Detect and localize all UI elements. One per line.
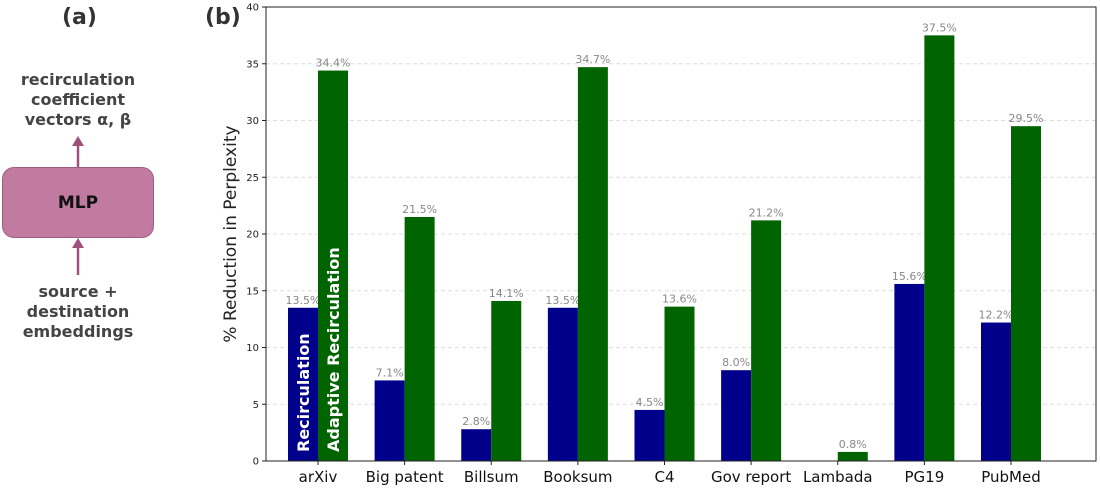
- data-label: 13.5%: [286, 294, 321, 307]
- x-tick-label: Lambada: [803, 468, 873, 486]
- y-tick-label: 35: [246, 59, 259, 70]
- panel-a-label: (a): [62, 5, 97, 30]
- data-label: 4.5%: [636, 396, 664, 409]
- bar-recirculation: [721, 370, 752, 461]
- bar-adaptive-recirculation: [318, 70, 348, 461]
- bar-recirculation: [547, 307, 578, 461]
- input-description: source + destination embeddings: [0, 282, 156, 342]
- x-tick-label: Booksum: [543, 468, 612, 486]
- data-label: 13.5%: [545, 294, 580, 307]
- bar-recirculation: [894, 283, 925, 461]
- legend-adaptive-recirculation: Adaptive Recirculation: [324, 247, 343, 452]
- y-tick-label: 0: [253, 457, 259, 468]
- data-label: 7.1%: [376, 366, 404, 379]
- output-line-3: vectors α, β: [24, 110, 132, 129]
- y-tick-label: 15: [246, 286, 259, 297]
- data-label: 15.6%: [892, 270, 927, 283]
- data-label: 34.4%: [316, 57, 351, 70]
- mlp-box: MLP: [2, 167, 154, 238]
- x-tick-label: Gov report: [711, 468, 791, 486]
- up-arrow-icon: [72, 136, 84, 167]
- bar-adaptive-recirculation: [924, 35, 955, 461]
- data-label: 12.2%: [979, 309, 1014, 322]
- panel-b-label: (b): [205, 5, 241, 30]
- x-tick-label: Big patent: [366, 468, 444, 486]
- data-label: 21.5%: [402, 203, 437, 216]
- mlp-label: MLP: [57, 192, 99, 213]
- input-line-1: source +: [38, 282, 118, 301]
- x-tick-label: C4: [654, 468, 674, 486]
- bar-adaptive-recirculation: [837, 451, 868, 461]
- bar-adaptive-recirculation: [1011, 126, 1041, 462]
- y-tick-label: 10: [246, 343, 259, 354]
- y-tick-label: 5: [253, 400, 259, 411]
- data-label: 14.1%: [489, 287, 524, 300]
- bar-adaptive-recirculation: [491, 300, 522, 461]
- output-line-1: recirculation: [20, 70, 136, 89]
- data-label: 37.5%: [922, 21, 957, 34]
- data-label: 21.2%: [749, 206, 784, 219]
- y-tick-label: 40: [246, 3, 259, 14]
- output-line-2: coefficient: [30, 90, 126, 109]
- data-label: 34.7%: [575, 53, 610, 66]
- x-tick-label: Billsum: [464, 468, 519, 486]
- plot-frame: [265, 6, 1097, 462]
- data-label: 2.8%: [462, 415, 490, 428]
- bar-adaptive-recirculation: [404, 216, 435, 461]
- bar-recirculation: [634, 409, 665, 461]
- up-arrow-icon: [72, 238, 84, 275]
- data-label: 0.8%: [839, 438, 867, 451]
- data-label: 29.5%: [1009, 112, 1044, 125]
- y-tick-label: 30: [246, 116, 259, 127]
- y-axis-label: % Reduction in Perplexity: [221, 125, 241, 342]
- x-tick-label: PG19: [904, 468, 944, 486]
- x-tick-label: arXiv: [299, 468, 338, 486]
- data-label: 8.0%: [722, 356, 750, 369]
- input-line-2: destination: [26, 302, 130, 321]
- bar-recirculation: [461, 429, 492, 461]
- bar-recirculation: [374, 380, 405, 461]
- data-label: 13.6%: [662, 293, 697, 306]
- bar-recirculation: [981, 322, 1011, 461]
- output-description: recirculation coefficient vectors α, β: [0, 70, 156, 130]
- input-line-3: embeddings: [22, 322, 134, 341]
- x-tick-label: PubMed: [981, 468, 1041, 486]
- bar-adaptive-recirculation: [751, 220, 782, 461]
- legend-recirculation: Recirculation: [294, 333, 313, 452]
- bar-recirculation: [288, 307, 318, 461]
- y-tick-label: 25: [246, 173, 259, 184]
- bar-adaptive-recirculation: [577, 67, 608, 461]
- bar-adaptive-recirculation: [664, 306, 695, 461]
- y-tick-label: 20: [246, 230, 259, 241]
